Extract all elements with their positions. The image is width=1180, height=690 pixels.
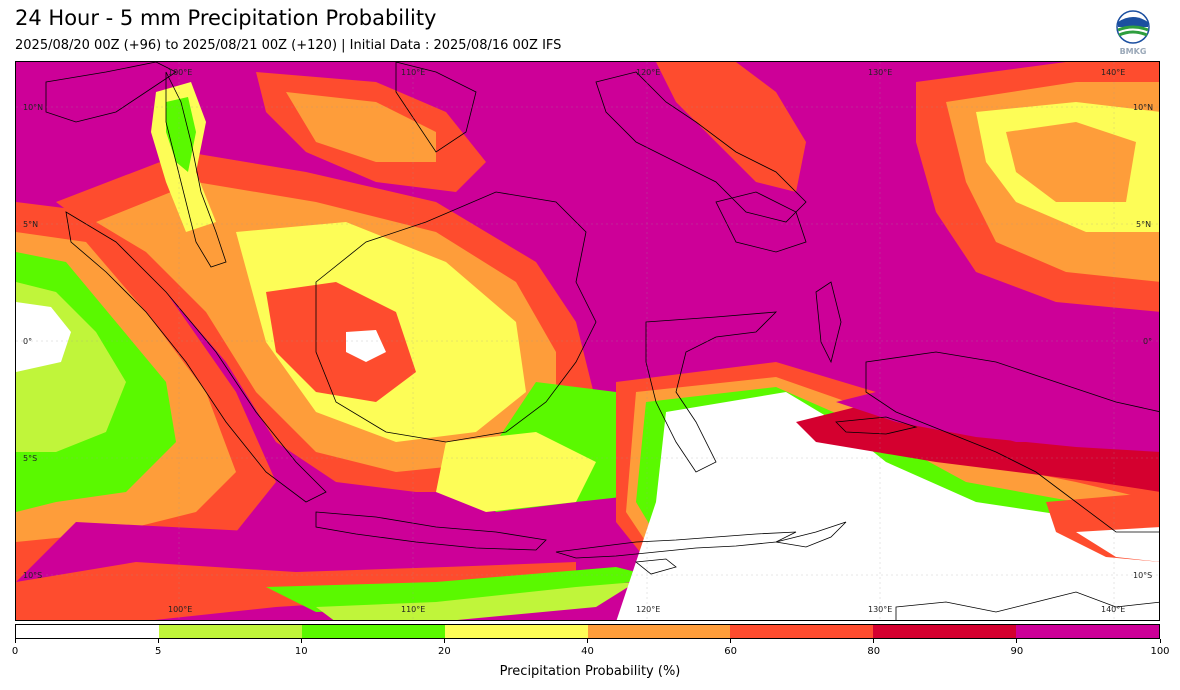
- coast-sulawesi: [645, 311, 778, 473]
- colorbar-tickmark: [587, 639, 588, 643]
- logo-text: BMKG: [1120, 47, 1147, 56]
- colorbar-tick-label: 10: [294, 646, 308, 657]
- colorbar: [15, 624, 1160, 639]
- lon-label-top-110e: 110°E: [401, 68, 426, 77]
- colorbar-tickmark: [14, 639, 16, 643]
- lon-label-bottom-110e: 110°E: [401, 605, 426, 614]
- coast-australia: [895, 591, 1159, 620]
- colorbar-tick-label: 0: [11, 646, 19, 657]
- field-philippines-red: [656, 62, 806, 192]
- colorbar-segment: [16, 625, 159, 638]
- lat-label-right-0: 0°: [1143, 337, 1153, 346]
- page-title: 24 Hour - 5 mm Precipitation Probability: [15, 6, 437, 30]
- lon-label-bottom-100e: 100°E: [168, 605, 193, 614]
- lon-label-top-120e: 120°E: [636, 68, 661, 77]
- colorbar-tick-label: 60: [724, 646, 737, 657]
- coast-mindanao: [715, 191, 807, 253]
- lon-label-top-130e: 130°E: [868, 68, 893, 77]
- coast-nusa-tenggara: [555, 531, 797, 559]
- coast-timor: [775, 521, 847, 548]
- lon-label-bottom-130e: 130°E: [868, 605, 893, 614]
- colorbar-tickmark: [730, 639, 732, 643]
- colorbar-segment: [873, 625, 1017, 638]
- coastlines: [45, 62, 1159, 620]
- lon-label-top-100e: 100°E: [168, 68, 193, 77]
- coast-borneo: [315, 191, 597, 443]
- coast-indochina: [45, 62, 177, 123]
- colorbar-tick-label: 40: [581, 646, 594, 657]
- field-pacific-orange-core: [1006, 122, 1136, 202]
- lat-label-left-0: 0°: [23, 337, 33, 346]
- coast-seram: [835, 416, 918, 435]
- lat-label-right-10s: 10°S: [1133, 571, 1153, 580]
- lat-label-right-5n: 5°N: [1136, 220, 1152, 229]
- field-banda-red: [796, 402, 1159, 492]
- lon-label-bottom-140e: 140°E: [1101, 605, 1126, 614]
- coast-sumba: [634, 558, 677, 575]
- colorbar-segment: [587, 625, 731, 638]
- colorbar-segment: [158, 625, 302, 638]
- field-south-green: [266, 567, 656, 612]
- coast-halmahera: [815, 281, 842, 364]
- field-east-dry-white: [616, 392, 1159, 620]
- colorbar-tick-label: 80: [867, 646, 881, 657]
- colorbar-segment: [1016, 625, 1159, 638]
- lat-label-right-10n: 10°N: [1133, 103, 1154, 112]
- colorbar-tickmark: [443, 639, 445, 643]
- lat-label-left-5n: 5°N: [23, 220, 39, 229]
- field-banda-magenta: [836, 362, 1159, 452]
- colorbar-segment: [301, 625, 445, 638]
- lon-label-top-140e: 140°E: [1101, 68, 1126, 77]
- coast-java: [315, 511, 547, 551]
- colorbar-tickmark: [873, 639, 875, 643]
- colorbar-segment: [730, 625, 874, 638]
- gridlines: [16, 62, 1159, 620]
- field-arafura-white: [1076, 527, 1159, 562]
- colorbar-tick-label: 20: [438, 646, 451, 657]
- bmkg-logo-icon: BMKG: [1114, 10, 1152, 56]
- coast-malay-peninsula: [165, 71, 227, 268]
- colorbar-segment: [444, 625, 588, 638]
- field-west-white: [16, 302, 71, 372]
- colorbar-tick-label: 90: [1010, 646, 1024, 657]
- colorbar-tick-label: 100: [1150, 646, 1170, 657]
- precipitation-map: 100°E 110°E 120°E 130°E 140°E 100°E 110°…: [15, 61, 1160, 621]
- field-borneo-red-core: [266, 282, 416, 402]
- field-scs-orange: [286, 92, 436, 162]
- colorbar-tickmark: [1159, 639, 1161, 643]
- colorbar-tickmark: [300, 639, 302, 643]
- lon-label-bottom-120e: 120°E: [636, 605, 661, 614]
- lat-label-left-10s: 10°S: [23, 571, 43, 580]
- field-java-sea-yellow: [436, 432, 596, 512]
- colorbar-tick-label: 5: [154, 646, 162, 657]
- field-south-lime: [316, 582, 636, 620]
- coast-papua: [865, 351, 1159, 533]
- page-subtitle: 2025/08/20 00Z (+96) to 2025/08/21 00Z (…: [15, 38, 562, 53]
- coast-sumatra: [65, 211, 327, 503]
- field-borneo-white: [346, 330, 386, 362]
- colorbar-tickmark: [157, 639, 159, 643]
- coast-vietnam: [395, 62, 477, 153]
- lat-label-left-5s: 5°S: [23, 454, 38, 463]
- lat-label-left-10n: 10°N: [23, 103, 44, 112]
- colorbar-label: Precipitation Probability (%): [499, 664, 681, 679]
- colorbar-tickmark: [1016, 639, 1018, 643]
